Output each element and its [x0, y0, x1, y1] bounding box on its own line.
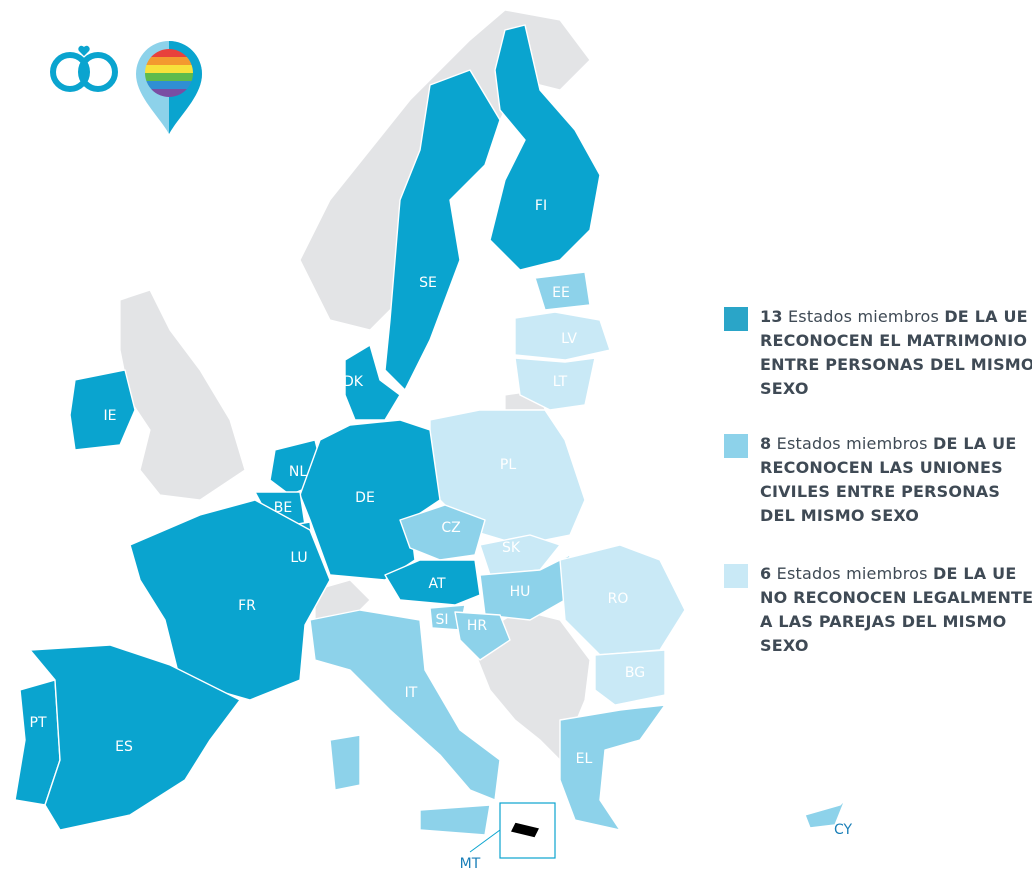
- wedding-rings-icon: [50, 45, 118, 92]
- country-label-SI: SI: [435, 612, 448, 628]
- country-label-PL: PL: [500, 457, 516, 473]
- country-label-FR: FR: [238, 598, 256, 614]
- country-label-ES: ES: [115, 739, 133, 755]
- legend-number-marriage: 13: [760, 307, 783, 326]
- country-FR: [129, 499, 331, 701]
- legend-number-no-recognition: 6: [760, 564, 772, 583]
- legend-number-civil-union: 8: [760, 434, 772, 453]
- legend-text1-no-recognition: Estados miembros: [776, 564, 928, 583]
- malta-inset: [469, 802, 556, 859]
- country-IE: [69, 369, 136, 451]
- country-label-AT: AT: [428, 576, 445, 592]
- country-CZ: [399, 504, 486, 561]
- country-label-LT: LT: [553, 374, 568, 390]
- country-label-SE: SE: [419, 275, 437, 291]
- country-MT: [509, 821, 541, 839]
- legend-swatch-civil-union: [724, 434, 748, 458]
- country-label-BG: BG: [625, 665, 645, 681]
- country-label-MT: MT: [460, 856, 481, 871]
- legend-text2-marriage: DE LA UE RECONOCEN EL MATRIMONIO ENTRE P…: [760, 307, 1032, 398]
- member-states: [14, 24, 846, 839]
- country-label-IT: IT: [405, 685, 418, 701]
- country-ES: [29, 644, 241, 831]
- country-label-BE: BE: [274, 500, 292, 516]
- legend-swatch-no-recognition: [724, 564, 748, 588]
- country-label-DK: DK: [343, 374, 364, 390]
- country-SK: [479, 534, 561, 576]
- legend-text1-marriage: Estados miembros: [787, 307, 940, 326]
- country-label-DE: DE: [355, 490, 375, 506]
- rainbow-map-pin-icon: [136, 41, 202, 134]
- country-label-IE: IE: [104, 408, 117, 424]
- country-label-LV: LV: [561, 331, 577, 347]
- legend-swatch-marriage: [724, 307, 748, 331]
- country-HR: [454, 611, 511, 661]
- country-label-FI: FI: [535, 198, 547, 214]
- country-EL: [559, 704, 666, 831]
- country-EE: [534, 271, 591, 311]
- country-labels: FI SE EE LV LT DK IE PL NL DE BE CZ LU SK AT HU RO FR SI HR…: [30, 198, 853, 871]
- country-label-SK: SK: [502, 540, 521, 556]
- country-LV: [514, 311, 611, 361]
- country-BG: [594, 649, 666, 706]
- legend-text2-no-recognition: DE LA UE NO RECONOCEN LEGALMENTE A LAS P…: [760, 564, 1032, 655]
- country-label-EL: EL: [576, 751, 593, 767]
- country-DK: [344, 344, 401, 421]
- country-label-LU: LU: [290, 550, 307, 566]
- country-LT: [514, 357, 596, 411]
- country-IT: [309, 609, 501, 836]
- country-label-CZ: CZ: [441, 520, 460, 536]
- country-label-EE: EE: [552, 285, 570, 301]
- legend-text2-civil-union: DE LA UE RECONOCEN LAS UNIONES CIVILES E…: [760, 434, 1017, 525]
- country-label-CY: CY: [834, 822, 853, 838]
- country-FI: [489, 24, 601, 271]
- country-label-PT: PT: [30, 715, 47, 731]
- country-label-HU: HU: [510, 584, 531, 600]
- country-AT: [384, 559, 481, 606]
- country-label-HR: HR: [467, 618, 488, 634]
- country-CY: [804, 799, 846, 829]
- country-label-NL: NL: [289, 464, 307, 480]
- country-label-RO: RO: [608, 591, 629, 607]
- country-RO: [559, 544, 686, 656]
- legend-text1-civil-union: Estados miembros: [776, 434, 928, 453]
- country-SE: [384, 69, 501, 391]
